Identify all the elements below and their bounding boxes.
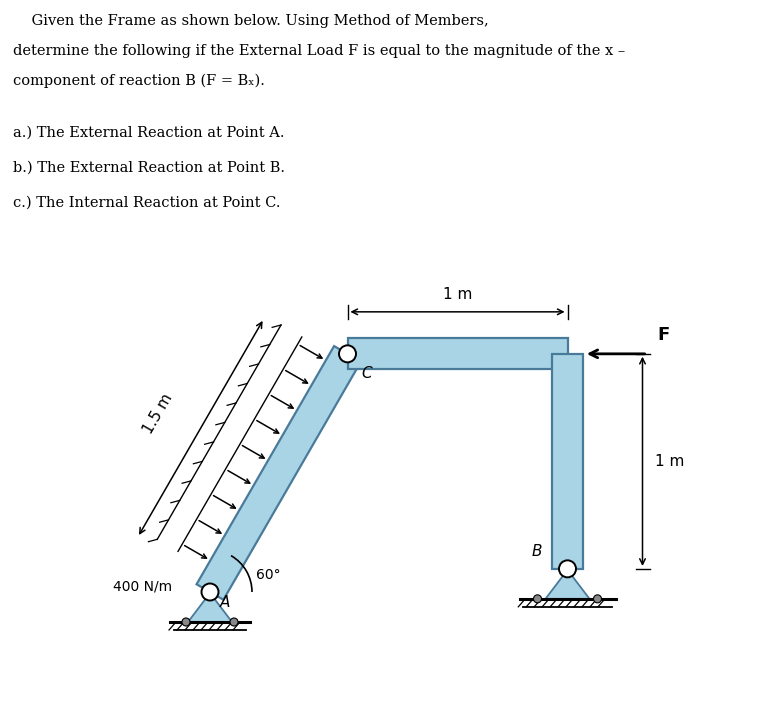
Text: A: A	[220, 595, 230, 610]
Text: C: C	[362, 366, 372, 381]
Text: 1 m: 1 m	[655, 454, 684, 469]
Text: determine the following if the External Load F is equal to the magnitude of the : determine the following if the External …	[13, 44, 625, 58]
Polygon shape	[188, 593, 232, 622]
Circle shape	[202, 583, 219, 600]
Text: 1 m: 1 m	[443, 287, 472, 302]
Polygon shape	[348, 338, 567, 369]
Text: 60°: 60°	[256, 568, 281, 582]
Text: component of reaction B (F = Bₓ).: component of reaction B (F = Bₓ).	[13, 74, 265, 88]
Text: 400 N/m: 400 N/m	[113, 580, 172, 594]
Circle shape	[533, 595, 542, 603]
Polygon shape	[552, 354, 583, 569]
Text: Given the Frame as shown below. Using Method of Members,: Given the Frame as shown below. Using Me…	[13, 14, 489, 28]
Circle shape	[230, 618, 238, 626]
Text: c.) The Internal Reaction at Point C.: c.) The Internal Reaction at Point C.	[13, 196, 281, 210]
Text: F: F	[658, 326, 669, 344]
Polygon shape	[546, 570, 590, 599]
Text: 1.5 m: 1.5 m	[140, 391, 175, 437]
Polygon shape	[196, 346, 361, 600]
Circle shape	[594, 595, 601, 603]
Circle shape	[182, 618, 190, 626]
Circle shape	[559, 560, 576, 577]
Text: a.) The External Reaction at Point A.: a.) The External Reaction at Point A.	[13, 126, 284, 140]
Circle shape	[339, 345, 356, 362]
Text: B: B	[532, 544, 543, 559]
Text: b.) The External Reaction at Point B.: b.) The External Reaction at Point B.	[13, 161, 285, 175]
